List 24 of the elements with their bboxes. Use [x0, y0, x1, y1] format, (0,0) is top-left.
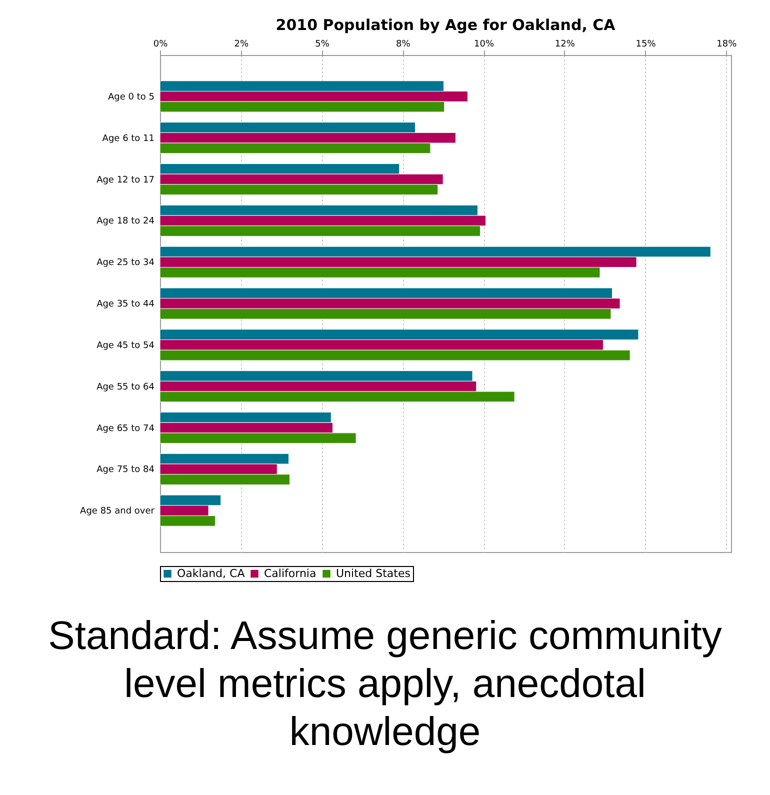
x-tick-label: 15% [636, 40, 656, 50]
y-tick-label: Age 0 to 5 [108, 92, 154, 102]
y-tick-label: Age 35 to 44 [96, 300, 155, 310]
x-tick-label: 5% [315, 40, 330, 50]
x-tick-label: 2% [234, 40, 249, 50]
legend-label: Oakland, CA [177, 566, 246, 580]
x-tick-label: 8% [396, 40, 411, 50]
legend-label: United States [336, 566, 411, 580]
x-tick-label: 18% [716, 40, 738, 50]
legend-label: California [264, 566, 316, 580]
text: Standard: Assume generic community level metrics apply, anecdotal knowledge [47, 613, 723, 756]
x-tick-label: 0% [153, 40, 168, 50]
x-tick-label: 10% [474, 40, 494, 50]
y-tick-label: Age 85 and over [80, 506, 155, 517]
y-tick-label: Age 55 to 64 [96, 382, 155, 392]
y-tick-label: Age 12 to 17 [96, 175, 154, 186]
y-tick-label: Age 65 to 74 [96, 424, 155, 434]
y-tick-label: Age 18 to 24 [96, 216, 155, 227]
y-tick-label: Age 25 to 34 [96, 258, 155, 268]
y-tick-label: Age 6 to 11 [102, 134, 154, 144]
x-tick-label: 12% [554, 40, 576, 50]
y-tick-label: Age 75 to 84 [96, 465, 155, 476]
chart-title: 2010 Population by Age for Oakland, CA [276, 16, 616, 34]
y-tick-label: Age 45 to 54 [96, 340, 155, 351]
